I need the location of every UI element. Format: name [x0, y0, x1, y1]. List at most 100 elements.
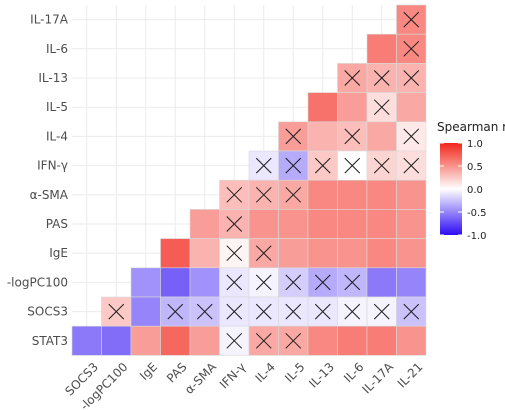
nonsignificant-marker [226, 216, 243, 232]
nonsignificant-marker [373, 70, 390, 86]
column-label: α-SMA [182, 359, 220, 397]
legend: Spearman r 1.0 0.5 0.0 -0.5 -1.0 [437, 120, 505, 242]
nonsignificant-marker [285, 303, 302, 320]
nonsignificant-marker [403, 157, 420, 174]
nonsignificant-marker [403, 11, 420, 28]
nonsignificant-marker [167, 303, 184, 320]
nonsignificant-marker [373, 99, 390, 116]
heatmap-cell [219, 238, 250, 269]
row-label: IFN-γ [37, 159, 68, 173]
heatmap-cell [307, 179, 338, 210]
heatmap-cell [396, 238, 427, 269]
nonsignificant-marker [344, 128, 361, 145]
nonsignificant-marker [314, 274, 331, 291]
heatmap-cell [366, 325, 397, 356]
row-label: IL-17A [30, 13, 69, 27]
row-label: α-SMA [30, 188, 69, 202]
heatmap-cell [307, 92, 338, 123]
heatmap-cell [189, 325, 220, 356]
nonsignificant-marker [344, 303, 361, 320]
nonsignificant-marker [255, 245, 272, 262]
nonsignificant-marker [314, 303, 331, 320]
legend-title: Spearman r [437, 120, 505, 134]
heatmap-cell [130, 296, 161, 327]
heatmap-cell [337, 209, 368, 239]
nonsignificant-marker [108, 303, 125, 320]
heatmap-cell [278, 238, 309, 269]
heatmap-cell [160, 238, 191, 269]
nonsignificant-marker [314, 157, 331, 174]
nonsignificant-marker [285, 274, 302, 291]
nonsignificant-marker [226, 303, 243, 320]
nonsignificant-marker [196, 303, 213, 320]
column-label: PAS [164, 360, 190, 386]
nonsignificant-marker [285, 157, 302, 174]
nonsignificant-marker [403, 128, 420, 145]
nonsignificant-marker [344, 70, 361, 86]
legend-tick-label: 0.5 [467, 162, 483, 173]
heatmap-cell [278, 209, 309, 239]
nonsignificant-marker [285, 332, 302, 349]
nonsignificant-marker [255, 186, 272, 203]
legend-tick-label: -0.5 [467, 208, 487, 219]
row-label: IL-4 [46, 129, 68, 143]
heatmap-cell [366, 63, 397, 93]
nonsignificant-markers [108, 11, 420, 349]
nonsignificant-marker [226, 332, 243, 349]
nonsignificant-marker [226, 186, 243, 203]
row-label: IgE [49, 246, 68, 260]
nonsignificant-marker [403, 303, 420, 320]
heatmap-cell [307, 238, 338, 269]
nonsignificant-marker [373, 157, 390, 174]
heatmap-cell [189, 209, 220, 239]
row-label: STAT3 [32, 334, 68, 348]
column-label: IL-21 [395, 360, 426, 391]
nonsignificant-marker [344, 157, 361, 174]
row-label: SOCS3 [27, 305, 68, 319]
legend-colorbar [440, 143, 462, 235]
nonsignificant-marker [403, 40, 420, 57]
heatmap-cell [307, 121, 338, 152]
heatmap-cell [366, 179, 397, 210]
nonsignificant-marker [255, 303, 272, 320]
column-label: IFN-γ [217, 360, 249, 392]
nonsignificant-marker [285, 186, 302, 203]
heatmap-cell [130, 325, 161, 356]
heatmap-cell [248, 209, 279, 239]
heatmap-cell [366, 33, 397, 64]
heatmap-cell [396, 209, 427, 239]
heatmap-cell [366, 209, 397, 239]
nonsignificant-marker [403, 70, 420, 86]
legend-tick-label: 0.0 [467, 185, 483, 196]
nonsignificant-marker [344, 274, 361, 291]
heatmap-cells [71, 4, 427, 356]
column-label: IL-6 [341, 360, 366, 385]
heatmap-cell [337, 325, 368, 356]
heatmap-cell [396, 267, 427, 298]
heatmap-cell [337, 238, 368, 269]
heatmap-cell [160, 325, 191, 356]
nonsignificant-marker [373, 303, 390, 320]
nonsignificant-marker [226, 245, 243, 262]
heatmap-cell [366, 267, 397, 298]
column-label: IL-17A [359, 359, 396, 396]
heatmap-cell [396, 179, 427, 210]
row-labels: IL-17A IL-6 IL-13 IL-5 IL-4 IFN-γ α-SMA PAS IgE -… [7, 13, 69, 348]
heatmap-cell [307, 325, 338, 356]
heatmap-cell [337, 179, 368, 210]
column-label: IL-4 [253, 360, 278, 385]
heatmap-cell [366, 238, 397, 269]
heatmap-cell [101, 325, 132, 356]
nonsignificant-marker [285, 128, 302, 145]
heatmap-cell [189, 267, 220, 298]
heatmap-cell [337, 63, 368, 93]
heatmap-cell [396, 325, 427, 356]
nonsignificant-marker [226, 274, 243, 291]
column-label: IgE [137, 360, 160, 383]
row-label: IL-5 [46, 100, 68, 114]
heatmap-cell [396, 92, 427, 123]
heatmap-cell [337, 92, 368, 123]
nonsignificant-marker [255, 332, 272, 349]
